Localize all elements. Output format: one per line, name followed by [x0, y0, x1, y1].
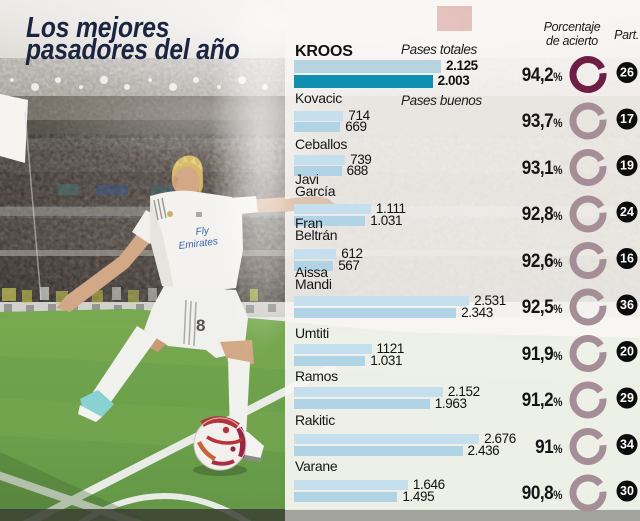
svg-text:16: 16	[620, 252, 634, 266]
svg-text:19: 19	[620, 159, 634, 173]
svg-text:Emirates: Emirates	[178, 236, 218, 252]
svg-text:8: 8	[196, 316, 205, 335]
svg-text:34: 34	[620, 438, 634, 452]
svg-text:29: 29	[620, 391, 634, 405]
svg-text:36: 36	[620, 298, 634, 312]
svg-text:26: 26	[620, 66, 634, 80]
svg-text:Fly: Fly	[195, 225, 211, 238]
svg-text:30: 30	[620, 484, 634, 498]
svg-text:17: 17	[620, 112, 634, 126]
svg-text:20: 20	[620, 345, 634, 359]
svg-text:24: 24	[620, 205, 634, 219]
